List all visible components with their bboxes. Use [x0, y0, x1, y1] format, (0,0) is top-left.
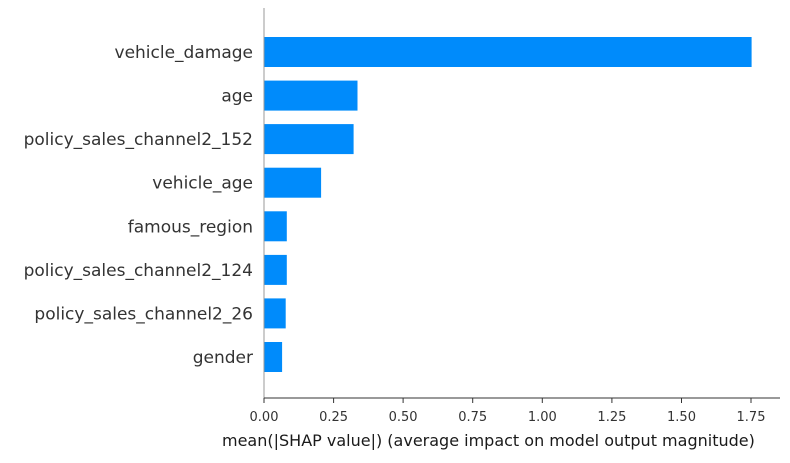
x-tick-label: 1.00: [528, 410, 557, 425]
category-label-vehicle_damage: vehicle_damage: [115, 43, 253, 63]
x-axis-title: mean(|SHAP value|) (average impact on mo…: [222, 431, 755, 450]
category-label-policy_sales_channel2_26: policy_sales_channel2_26: [34, 304, 253, 324]
x-ticks: 0.00 0.25 0.50 0.75 1.00 1.25 1.50 1.75: [250, 398, 766, 425]
x-tick-label: 0.50: [389, 410, 418, 425]
bar-famous_region: [264, 211, 287, 242]
bar-age: [264, 80, 358, 111]
category-label-policy_sales_channel2_152: policy_sales_channel2_152: [24, 130, 253, 150]
category-label-famous_region: famous_region: [128, 217, 253, 237]
category-label-age: age: [221, 87, 253, 107]
bar-vehicle_age: [264, 167, 322, 198]
x-tick-label: 0.00: [250, 410, 279, 425]
bar-policy_sales_channel2_124: [264, 254, 287, 285]
bar-policy_sales_channel2_152: [264, 124, 354, 155]
bar-policy_sales_channel2_26: [264, 298, 286, 329]
bar-vehicle_damage: [264, 37, 752, 67]
x-tick-label: 0.25: [319, 410, 348, 425]
category-label-vehicle_age: vehicle_age: [152, 174, 253, 194]
x-tick-label: 0.75: [458, 410, 487, 425]
x-tick-label: 1.25: [597, 410, 626, 425]
x-tick-label: 1.50: [667, 410, 696, 425]
category-label-policy_sales_channel2_124: policy_sales_channel2_124: [24, 261, 253, 281]
x-tick-label: 1.75: [737, 410, 766, 425]
bar-gender: [264, 342, 283, 372]
bars-layer: [264, 37, 752, 372]
category-label-gender: gender: [193, 348, 253, 368]
